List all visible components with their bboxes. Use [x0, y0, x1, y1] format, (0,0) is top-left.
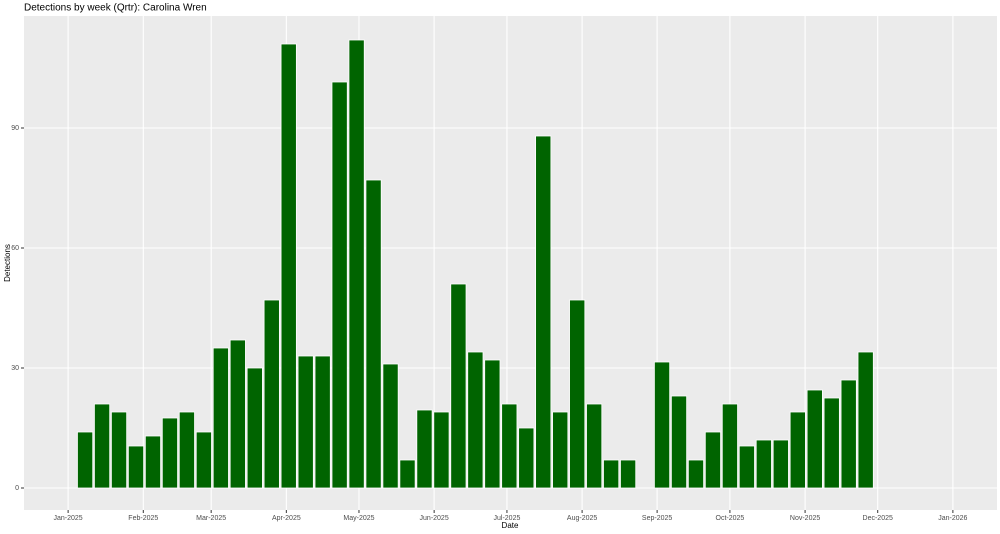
- x-tick-label: Dec-2025: [863, 515, 893, 522]
- bar: [772, 439, 789, 489]
- bar: [755, 439, 772, 489]
- bar: [721, 403, 738, 489]
- x-tick-label: Apr-2025: [272, 515, 301, 522]
- bar: [603, 459, 620, 489]
- y-tick-label: 90: [11, 125, 19, 132]
- bar: [399, 459, 416, 489]
- bar: [738, 445, 755, 489]
- bar: [823, 397, 840, 489]
- bar: [704, 431, 721, 489]
- bar: [365, 179, 382, 489]
- x-tick-label: Sep-2025: [642, 515, 672, 522]
- bar: [297, 355, 314, 489]
- bar: [348, 39, 365, 489]
- x-tick-label: May-2025: [343, 515, 374, 522]
- x-tick-label: Jan-2025: [54, 515, 83, 522]
- bar: [806, 389, 823, 489]
- bar: [840, 379, 857, 489]
- bar: [178, 411, 195, 489]
- bar: [212, 347, 229, 489]
- x-tick-label: Feb-2025: [128, 515, 158, 522]
- bar: [246, 367, 263, 489]
- x-tick-label: Jul-2025: [494, 515, 521, 522]
- bar: [331, 81, 348, 489]
- y-tick-label: 30: [11, 365, 19, 372]
- x-tick-label: Jan-2026: [938, 515, 967, 522]
- bar: [857, 351, 874, 489]
- y-axis-label: Detections: [3, 244, 12, 282]
- bar: [110, 411, 128, 489]
- bar: [687, 459, 705, 489]
- bar: [433, 411, 450, 489]
- bar: [77, 431, 94, 489]
- x-axis-label: Date: [502, 521, 519, 530]
- bar: [144, 435, 162, 489]
- bar: [535, 135, 552, 489]
- bar: [569, 299, 586, 489]
- bar: [467, 351, 484, 489]
- bar: [653, 361, 671, 489]
- bar: [263, 299, 280, 489]
- bar: [229, 339, 246, 489]
- bar: [789, 411, 806, 489]
- bar: [161, 417, 178, 489]
- bar: [586, 403, 603, 489]
- bar: [670, 395, 688, 489]
- bar: [518, 427, 535, 489]
- bar: [382, 363, 399, 489]
- bar: [280, 43, 297, 489]
- bar: [552, 411, 569, 489]
- bar: [620, 459, 637, 489]
- x-tick-label: Oct-2025: [716, 515, 745, 522]
- bar: [314, 355, 331, 489]
- chart-title: Detections by week (Qrtr): Carolina Wren: [24, 3, 207, 14]
- x-tick-label: Aug-2025: [567, 515, 597, 522]
- bar: [127, 445, 145, 489]
- x-tick-label: Nov-2025: [790, 515, 820, 522]
- bar: [484, 359, 501, 489]
- bar: [195, 431, 212, 489]
- x-tick-label: Jun-2025: [420, 515, 449, 522]
- bar: [416, 409, 433, 489]
- bar: [501, 403, 518, 489]
- bar: [450, 283, 467, 489]
- bar: [94, 403, 111, 489]
- x-tick-label: Mar-2025: [196, 515, 226, 522]
- y-tick-label: 0: [15, 485, 19, 492]
- y-tick-label: 60: [11, 245, 19, 252]
